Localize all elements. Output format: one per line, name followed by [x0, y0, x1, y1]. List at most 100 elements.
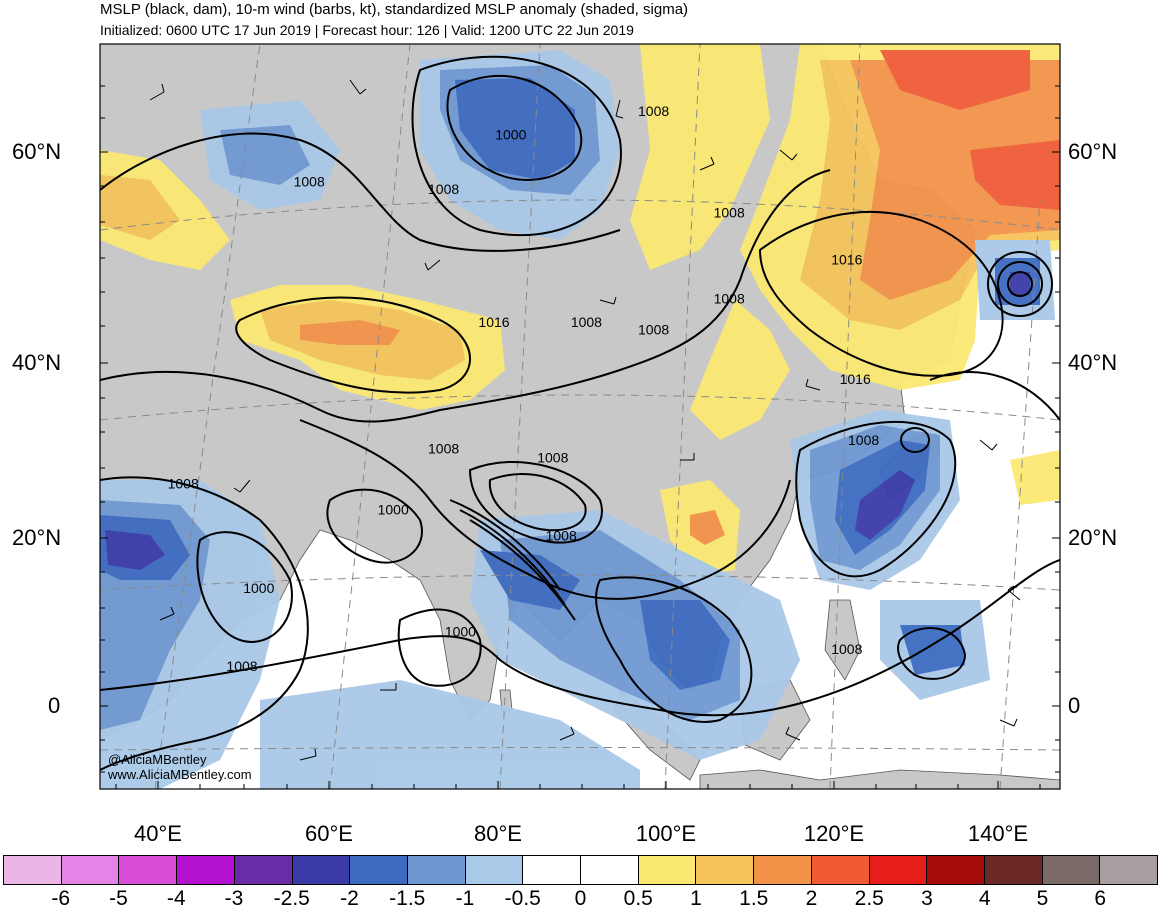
lon-label: 120°E [803, 821, 865, 846]
contour-label: 1008 [537, 449, 568, 465]
contour-label: 1000 [495, 127, 526, 143]
negative-anomaly-philippine-sea-core [900, 625, 965, 675]
positive-anomaly-far-east-max [880, 50, 1030, 110]
bottom-lon-ticks [115, 781, 1041, 789]
colorbar-swatch [927, 855, 985, 885]
isobar-1000-barents [446, 75, 583, 181]
lat-label-right: 0 [1068, 693, 1081, 718]
map-title: MSLP (black, dam), 10-m wind (barbs, kt)… [100, 1, 689, 18]
colorbar-swatch [869, 855, 928, 885]
wind-barbs [149, 79, 1021, 761]
credit-handle: @AliciaMBentley [108, 752, 207, 767]
positive-anomaly-far-east-max-2 [970, 140, 1060, 210]
colorbar-label: 1.5 [739, 887, 769, 910]
isobar-1008-arabia [100, 476, 309, 771]
isobar-1008-seasia [595, 576, 753, 723]
meridian-120 [829, 44, 861, 789]
colorbar-label: -1 [455, 887, 475, 910]
contour-label: 1000 [243, 580, 274, 596]
contour-labels: 1008 1008 1000 1008 1008 1016 1008 1008 1008 1016… [168, 103, 880, 674]
contour-label: 1008 [638, 322, 669, 338]
negative-anomaly-pacific-low-peak [1010, 272, 1030, 295]
wind-barb [979, 439, 998, 451]
colorbar-label: -6 [51, 887, 71, 910]
negative-anomaly-barents-low [455, 78, 575, 180]
lat-label-left: 40°N [12, 350, 62, 375]
isobar-tibet-1 [468, 461, 603, 544]
wind-barb [559, 726, 575, 741]
contour-label: 1008 [714, 205, 745, 221]
isobar-1008-tropics [100, 559, 1060, 717]
isobar-1000-japan [900, 427, 931, 453]
contour-label: 1016 [478, 314, 509, 330]
isobar-tibet-3 [449, 499, 561, 591]
lat-label-left: 0 [48, 693, 61, 718]
lat-label-left: 60°N [12, 139, 62, 164]
colorbar-label: -2 [340, 887, 359, 910]
colorbar-label: -1.5 [389, 887, 426, 910]
colorbar-label: 1 [690, 887, 702, 910]
wind-barb [1007, 585, 1021, 601]
contour-label: 1008 [831, 641, 862, 657]
colorbar-swatch [350, 855, 408, 885]
lon-label: 100°E [635, 821, 697, 846]
parallel-20 [100, 574, 1060, 591]
contour-label: 1008 [226, 658, 257, 674]
colorbar-label: -2.5 [273, 887, 310, 910]
wind-barb [299, 748, 317, 761]
isobar-1000-india [326, 488, 423, 564]
isobar-1008-europe [100, 132, 621, 252]
wind-barb [785, 726, 801, 741]
mslp-contours [100, 55, 1060, 771]
contour-label: 1008 [638, 103, 669, 119]
isobar-1008-philippine [897, 627, 967, 680]
wind-barb [699, 156, 715, 171]
colorbar-swatch [984, 855, 1043, 885]
colorbar-label: -4 [166, 887, 186, 910]
isobar-1008-barents [411, 55, 622, 237]
lat-label-right: 40°N [1068, 350, 1118, 375]
colorbar-swatch [1100, 855, 1159, 885]
contour-label: 1016 [831, 251, 862, 267]
colorbar-label: -5 [109, 887, 128, 910]
left-lat-ticks [100, 85, 108, 773]
right-lat-ticks [1052, 85, 1060, 773]
colorbar-label: 2 [805, 887, 818, 910]
positive-anomaly-china [690, 300, 790, 440]
isobar-tibet-4 [459, 509, 566, 606]
lat-label-left: 20°N [12, 525, 62, 550]
wind-barb [805, 378, 821, 391]
meridian-80 [499, 44, 541, 789]
contour-label: 1008 [294, 173, 325, 189]
wind-barb [380, 683, 397, 691]
colorbar-label: 2.5 [854, 887, 884, 910]
graticule [100, 44, 1060, 789]
negative-anomaly-bay-of-bengal [480, 550, 580, 610]
colorbar-swatch [1042, 855, 1101, 885]
isobar-tibet-2 [488, 473, 587, 532]
positive-anomaly-scandinavia-core [100, 175, 180, 240]
isobar-pacific-low-2 [997, 261, 1044, 307]
positive-anomaly-far-east-peak [850, 60, 1060, 300]
parallel-60 [100, 199, 1060, 231]
colorbar-swatch [523, 855, 582, 885]
positive-anomaly-tibet-core [690, 510, 725, 545]
lat-label-right: 20°N [1068, 525, 1118, 550]
isobar-1000-arabia [196, 531, 293, 643]
colorbar-swatch [292, 855, 351, 885]
colorbar-label: 6 [1094, 887, 1107, 910]
colorbar-swatch [581, 855, 639, 885]
colorbar-swatch [465, 855, 524, 885]
lat-label-right: 60°N [1068, 139, 1118, 164]
positive-anomaly-caspian-peak [300, 320, 400, 345]
colorbar-label: 3 [921, 887, 933, 910]
contour-label: 1008 [428, 181, 459, 197]
negative-anomaly-indochina [640, 600, 730, 690]
colorbar-label: -0.5 [504, 887, 541, 910]
isobar-1016-fareast [758, 210, 1004, 377]
isobar-1016-caspian [235, 296, 471, 394]
lon-label: 140°E [967, 821, 1029, 846]
isobar-pacific-low-3 [1007, 271, 1034, 297]
contour-label: 1008 [714, 290, 745, 306]
